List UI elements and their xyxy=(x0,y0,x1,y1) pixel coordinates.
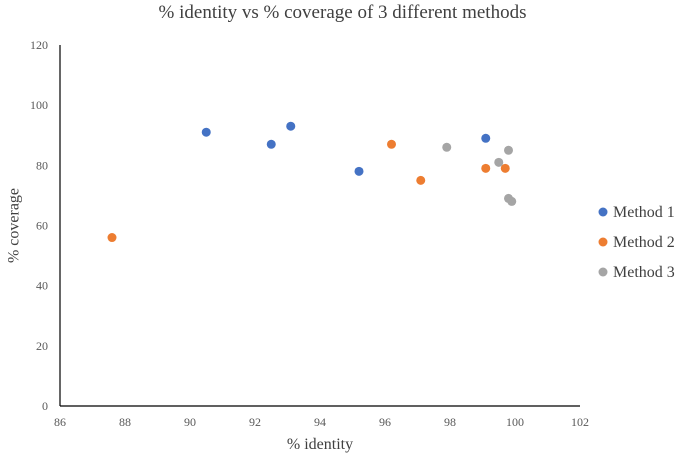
legend-label-method-1: Method 1 xyxy=(613,204,675,221)
data-point-method-1 xyxy=(481,133,491,143)
y-tick-label: 60 xyxy=(36,219,48,233)
data-point-method-2 xyxy=(387,139,396,149)
data-point-method-3 xyxy=(504,145,513,155)
y-tick-label: 80 xyxy=(36,158,48,172)
data-point-method-2 xyxy=(481,163,491,173)
data-point-method-3 xyxy=(442,142,452,152)
data-point-method-3 xyxy=(507,196,517,206)
legend-label-method-2: Method 2 xyxy=(613,234,675,251)
y-tick-label: 120 xyxy=(30,38,48,52)
x-tick-label: 86 xyxy=(54,415,66,429)
data-point-method-1 xyxy=(201,127,211,137)
legend-marker-method-3 xyxy=(598,267,608,277)
x-tick-label: 96 xyxy=(379,415,391,429)
data-points xyxy=(107,121,517,243)
x-tick-label: 98 xyxy=(444,415,456,429)
y-axis-title: % coverage xyxy=(6,188,23,263)
x-tick-label: 94 xyxy=(314,415,326,429)
y-tick-label: 0 xyxy=(42,399,48,413)
y-tick-labels: 0 20 40 60 80 100 120 xyxy=(30,38,48,413)
legend-marker-method-2 xyxy=(598,237,608,247)
x-tick-label: 90 xyxy=(184,415,196,429)
x-tick-label: 100 xyxy=(506,415,524,429)
legend-label-method-3: Method 3 xyxy=(613,264,675,281)
data-point-method-1 xyxy=(266,139,276,149)
data-point-method-1 xyxy=(354,166,364,176)
x-axis-title: % identity xyxy=(287,436,353,453)
y-tick-label: 40 xyxy=(36,279,48,293)
data-point-method-2 xyxy=(416,175,426,185)
data-point-method-1 xyxy=(286,121,296,131)
y-tick-label: 100 xyxy=(30,98,48,112)
y-tick-label: 20 xyxy=(36,339,48,353)
x-tick-label: 102 xyxy=(571,415,589,429)
data-point-method-2 xyxy=(500,163,510,173)
data-point-method-3 xyxy=(494,157,504,167)
chart-title: % identity vs % coverage of 3 different … xyxy=(158,2,527,23)
legend-marker-method-1 xyxy=(598,207,608,217)
x-tick-label: 88 xyxy=(119,415,131,429)
x-tick-label: 92 xyxy=(249,415,261,429)
data-point-method-2 xyxy=(107,233,117,243)
legend: Method 1 Method 2 Method 3 xyxy=(598,204,675,281)
x-tick-labels: 86 88 90 92 94 96 98 100 102 xyxy=(54,415,589,429)
